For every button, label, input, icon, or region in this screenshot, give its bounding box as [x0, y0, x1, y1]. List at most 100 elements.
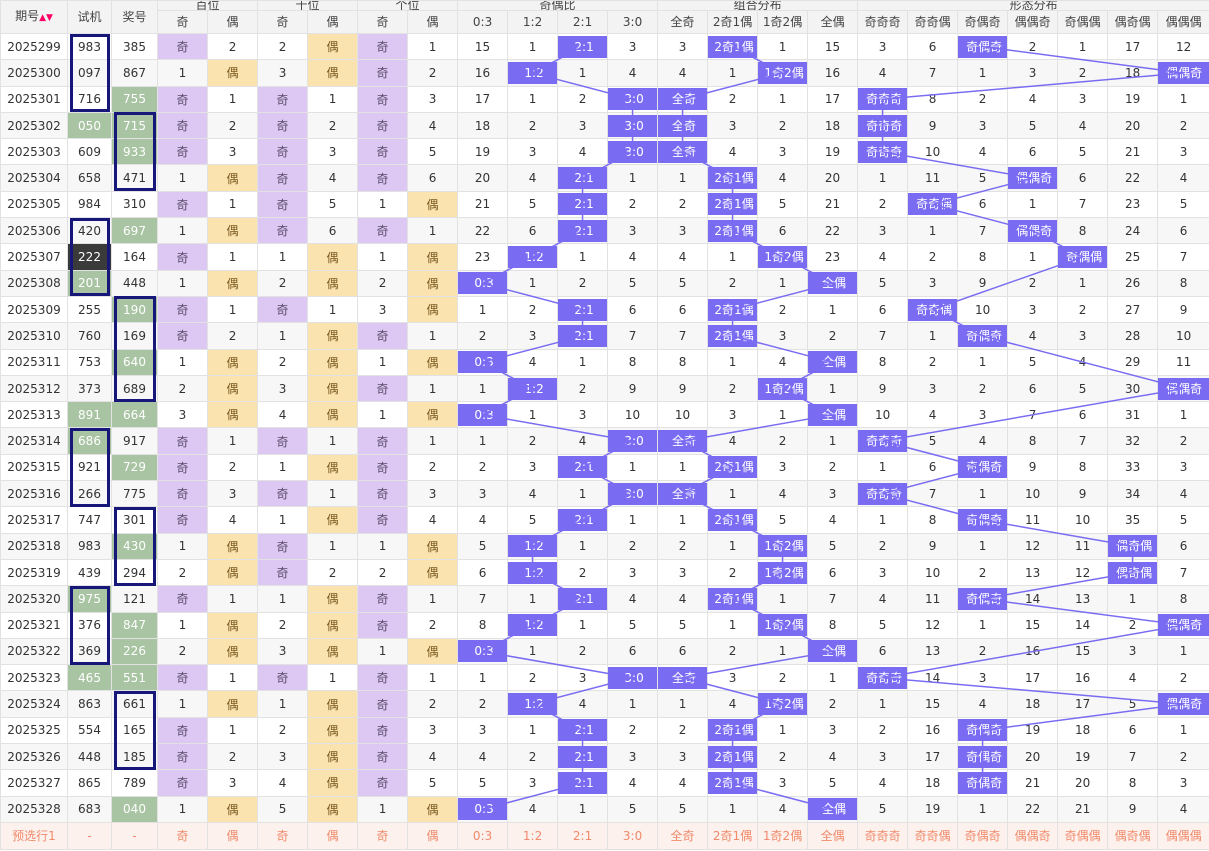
col-issue[interactable]: 期号▲▼ — [0, 0, 68, 34]
table-row[interactable]: 2025326 448 185 奇 2 3 偶奇 4 4 2 2:1 3 3 2奇1偶 2 4 3 17 奇偶奇 20… — [0, 743, 1209, 771]
table-row[interactable]: 2025327 865 789 奇 3 4 偶奇 5 5 3 2:1 4 4 2奇1偶 3 5 4 18 奇偶奇 21… — [0, 769, 1209, 797]
tens-even-cell: 偶 — [307, 59, 359, 87]
preselect-option-19[interactable]: 偶奇偶 — [1107, 821, 1159, 850]
ratio-miss-cell: 3 — [607, 743, 659, 771]
table-row[interactable]: 2025310 760 169 奇 2 1 偶奇 1 2 3 2:1 7 7 2奇1偶 3 2 7 1 奇偶奇 4 3 2… — [0, 322, 1209, 350]
table-row[interactable]: 2025320 975 121 奇 1 1 偶奇 1 7 1 2:1 4 4 2奇1偶 1 7 4 11 奇偶奇 14… — [0, 585, 1209, 613]
table-row[interactable]: 2025315 921 729 奇 2 1 偶奇 2 2 3 2:1 1 1 2奇1偶 3 2 1 6 奇偶奇 9 8 3… — [0, 453, 1209, 482]
table-row[interactable]: 2025304 658 471 1 偶奇 4 奇 6 20 4 2:1 1 1 2奇1偶 4 20 1 11 5 偶偶… — [0, 164, 1209, 192]
preselect-option-10[interactable]: 全奇 — [657, 821, 709, 850]
units-odd-cell: 1 — [357, 348, 409, 376]
hundreds-even-cell: 1 — [206, 585, 259, 613]
combo-miss-cell: 5 — [807, 769, 859, 797]
hundreds-odd-cell: 奇 — [157, 190, 208, 219]
tens-odd-cell: 1 — [257, 322, 309, 350]
prize-cell: 121 — [111, 585, 158, 613]
table-row[interactable]: 2025306 420 697 1 偶奇 6 奇 1 22 6 2:1 3 3 2奇1偶 6 22 3 1 7 偶偶奇… — [0, 217, 1209, 245]
tens-even-cell: 1 — [307, 664, 359, 692]
prize-cell: 697 — [111, 217, 158, 245]
ratio-miss-cell: 1 — [557, 348, 609, 376]
preselect-option-14[interactable]: 奇奇奇 — [857, 821, 909, 850]
table-row[interactable]: 2025308 201 448 1 偶 2 偶 2 偶 0:3 1 2 5 5 2 1 全偶 5 3 9 2 1 26 8 — [0, 269, 1209, 297]
table-row[interactable]: 2025328 683 040 1 偶 5 偶 1 偶 0:3 4 1 5 5 1 4 全偶 5 19 1 22 21 9 4 — [0, 795, 1209, 823]
table-row[interactable]: 2025309 255 190 奇 1 奇 1 3 偶 1 2 2:1 6 6 2奇1偶 2 1 6 奇奇偶 10 3 2… — [0, 295, 1209, 324]
tens-odd-cell: 3 — [257, 374, 309, 403]
table-row[interactable]: 2025312 373 689 2 偶 3 偶奇 1 1 1:2 2 9 9 2 1奇2偶 1 9 3 2 6 5 30 偶… — [0, 374, 1209, 403]
table-row[interactable]: 2025325 554 165 奇 1 2 偶奇 3 3 1 2:1 2 2 2奇1偶 1 3 2 16 奇偶奇 19… — [0, 716, 1209, 745]
shape-miss-cell: 1 — [907, 322, 959, 350]
table-row[interactable]: 2025311 753 640 1 偶 2 偶 1 偶 0:3 4 1 8 8 1 4 全偶 8 2 1 5 4 29 11 — [0, 348, 1209, 376]
issue-cell: 2025322 — [0, 637, 68, 666]
preselect-option-13[interactable]: 全偶 — [807, 821, 859, 850]
preselect-option-7[interactable]: 1:2 — [507, 821, 559, 850]
hundreds-even-cell: 偶 — [206, 532, 259, 560]
table-row[interactable]: 2025303 609 933 奇 3 奇 3 奇 5 19 3 4 3:0 全奇 4 3 19 奇奇奇 10 4 6 5… — [0, 138, 1209, 166]
shape-miss-cell: 13 — [1057, 585, 1109, 613]
preselect-option-1[interactable]: 偶 — [206, 821, 259, 850]
tens-even-cell: 偶 — [307, 611, 359, 639]
ratio-miss-cell: 5 — [607, 611, 659, 639]
shape-miss-cell: 4 — [857, 59, 909, 87]
preselect-option-11[interactable]: 2奇1偶 — [707, 821, 759, 850]
preselect-option-6[interactable]: 0:3 — [457, 821, 509, 850]
table-row[interactable]: 2025317 747 301 奇 4 1 偶奇 4 4 5 2:1 1 1 2奇1偶 5 4 1 8 奇偶奇 11 1… — [0, 506, 1209, 534]
shape-miss-cell: 2 — [1157, 427, 1209, 455]
table-row[interactable]: 2025302 050 715 奇 2 奇 2 奇 4 18 2 3 3:0 全奇 3 2 18 奇奇奇 9 3 5 4 2… — [0, 111, 1209, 140]
ratio-miss-cell: 1 — [607, 453, 659, 482]
table-row[interactable]: 2025318 983 430 1 偶奇 1 1 偶 5 1:2 1 2 2 1 1奇2偶 5 2 9 1 12 11 偶… — [0, 532, 1209, 560]
table-row[interactable]: 2025321 376 847 1 偶 2 偶奇 2 8 1:2 1 5 5 1 1奇2偶 8 5 12 1 15 14… — [0, 611, 1209, 639]
preselect-option-15[interactable]: 奇奇偶 — [907, 821, 959, 850]
shape-miss-cell: 18 — [1107, 59, 1159, 87]
preselect-option-8[interactable]: 2:1 — [557, 821, 609, 850]
ratio-miss-cell: 4 — [607, 243, 659, 271]
shape-miss-cell: 6 — [1057, 401, 1109, 429]
ratio-miss-cell: 2 — [507, 664, 559, 692]
prize-cell: 933 — [111, 138, 158, 166]
table-row[interactable]: 2025314 686 917 奇 1 奇 1 奇 1 1 2 4 3:0 全奇 4 2 1 奇奇奇 5 4 8 7 32 2 — [0, 427, 1209, 455]
preselect-option-12[interactable]: 1奇2偶 — [757, 821, 809, 850]
preselect-option-16[interactable]: 奇偶奇 — [957, 821, 1009, 850]
tens-even-cell: 偶 — [307, 506, 359, 534]
combo-miss-cell: 1 — [807, 374, 859, 403]
hundreds-odd-cell: 1 — [157, 611, 208, 639]
shape-miss-cell: 21 — [1057, 795, 1109, 823]
table-row[interactable]: 2025299 983 385 奇 2 2 偶奇 1 15 1 2:1 3 3 2奇1偶 1 15 3 6 奇偶奇 2… — [0, 32, 1209, 61]
table-row[interactable]: 2025324 863 661 1 偶 1 偶奇 2 2 1:2 4 1 1 4 1奇2偶 2 1 15 4 18 17… — [0, 690, 1209, 718]
hundreds-even-cell: 偶 — [206, 348, 259, 376]
table-row[interactable]: 2025307 222 164 奇 1 1 偶 1 偶 23 1:2 1 4 4 1 1奇2偶 23 4 2 8 1 奇偶… — [0, 243, 1209, 271]
table-row[interactable]: 2025319 439 294 2 偶奇 2 2 偶 6 1:2 2 3 3 2 1奇2偶 6 3 10 2 13 12… — [0, 558, 1209, 587]
table-row[interactable]: 2025305 984 310 奇 1 奇 5 1 偶 21 5 2:1 2 2 2奇1偶 5 21 2 奇奇偶 6 1… — [0, 190, 1209, 219]
ratio-miss-cell: 4 — [557, 138, 609, 166]
shape-miss-cell: 7 — [1007, 401, 1059, 429]
table-row[interactable]: 2025300 097 867 1 偶 3 偶奇 2 16 1:2 1 4 4 1 1奇2偶 16 4 7 1 3 2 1… — [0, 59, 1209, 87]
preselect-option-20[interactable]: 偶偶偶 — [1157, 821, 1209, 850]
preselect-row[interactable]: 预选行1- - 奇偶奇偶奇偶 0:3 1:2 2:1 3:0 全奇 2奇1偶 1奇2偶 全偶 奇奇奇奇… — [0, 821, 1209, 850]
preselect-option-9[interactable]: 3:0 — [607, 821, 659, 850]
preselect-option-3[interactable]: 偶 — [307, 821, 359, 850]
combo-miss-cell: 1 — [707, 480, 759, 508]
preselect-option-0[interactable]: 奇 — [157, 821, 208, 850]
table-row[interactable]: 2025322 369 226 2 偶 3 偶 1 偶 0:3 1 2 6 6 2 1 全偶 6 13 2 16 15 3 1 — [0, 637, 1209, 666]
table-row[interactable]: 2025301 716 755 奇 1 奇 1 奇 3 17 1 2 3:0 全奇 2 1 17 奇奇奇 8 2 4 3 1… — [0, 85, 1209, 113]
preselect-option-2[interactable]: 奇 — [257, 821, 309, 850]
sort-arrows-icon[interactable]: ▲▼ — [39, 12, 53, 23]
ratio-cell-2-tag: 2:1 — [558, 508, 607, 531]
prize-cell: 185 — [111, 743, 158, 771]
ratio-miss-cell: 4 — [457, 506, 509, 534]
preselect-option-18[interactable]: 奇偶偶 — [1057, 821, 1109, 850]
ratio-cell-0-tag: 0:3 — [458, 272, 507, 295]
preselect-option-5[interactable]: 偶 — [407, 821, 459, 850]
preselect-option-4[interactable]: 奇 — [357, 821, 409, 850]
shape-miss-cell: 10 — [857, 401, 909, 429]
ratio-cell-3-tag: 3:0 — [608, 114, 657, 137]
shape-miss-cell: 4 — [1157, 164, 1209, 192]
ratio-miss-cell: 7 — [607, 322, 659, 350]
table-row[interactable]: 2025313 891 664 3 偶 4 偶 1 偶 0:3 1 3 10 10 3 1 全偶 10 4 3 7 6 31… — [0, 401, 1209, 429]
combo-miss-cell: 10 — [657, 401, 709, 429]
table-row[interactable]: 2025323 465 551 奇 1 奇 1 奇 1 1 2 3 3:0 全奇 3 2 1 奇奇奇 14 3 17 16… — [0, 664, 1209, 692]
preselect-option-17[interactable]: 偶偶奇 — [1007, 821, 1059, 850]
ratio-cell-2-tag: 2:1 — [558, 456, 607, 479]
table-row[interactable]: 2025316 266 775 奇 3 奇 1 奇 3 3 4 1 3:0 全奇 1 4 3 奇奇奇 7 1 10 9 34… — [0, 480, 1209, 508]
ratio-miss-cell: 1 — [507, 269, 559, 297]
shape-miss-cell: 1 — [1057, 32, 1109, 61]
